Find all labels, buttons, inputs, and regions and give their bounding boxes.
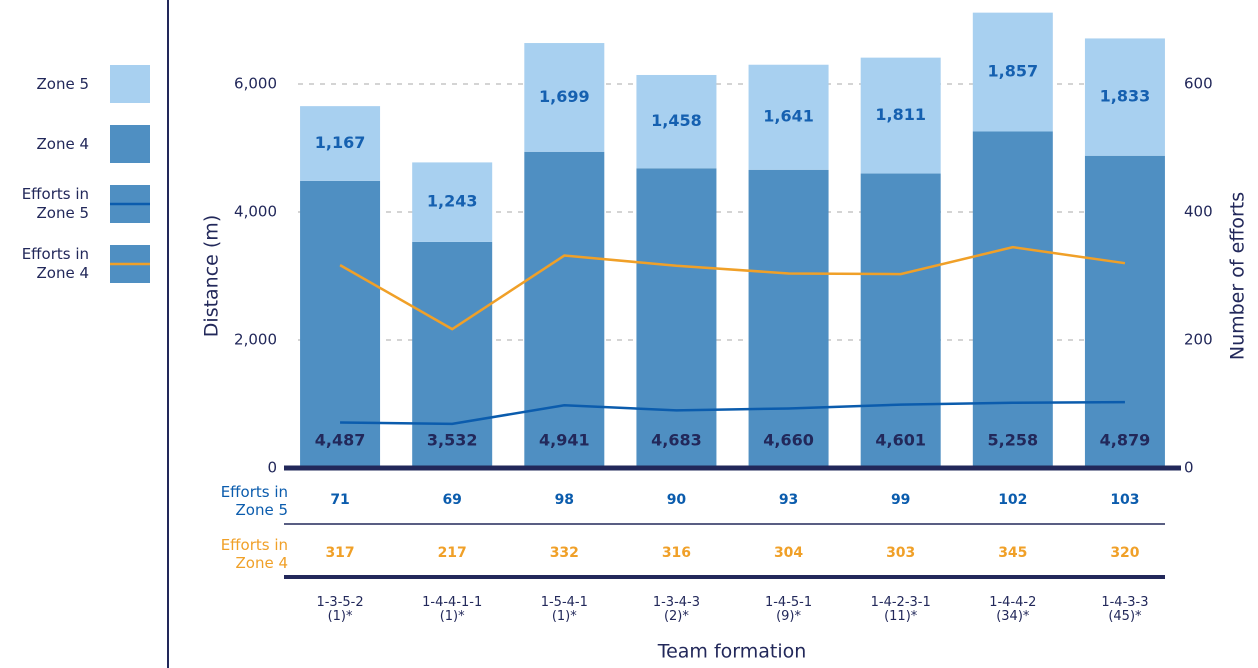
y-tick-label: 6,000	[234, 75, 277, 93]
y2-axis-title: Number of efforts	[1227, 192, 1249, 360]
table-value: 316	[662, 545, 691, 561]
x-tick-label: 1-4-4-2 (34)*	[989, 595, 1037, 624]
bar-segment	[748, 64, 829, 170]
bar-segment	[972, 131, 1053, 468]
table-value: 345	[998, 545, 1027, 561]
x-axis-title: Team formation	[657, 641, 807, 663]
bar-segment	[636, 168, 717, 468]
y-tick-label: 2,000	[234, 331, 277, 349]
y-axis-title: Distance (m)	[201, 215, 223, 337]
data-label: 1,458	[651, 111, 702, 130]
x-tick-label: 1-4-5-1 (9)*	[764, 595, 813, 624]
legend-label: Zone 5	[36, 75, 90, 93]
table-value: 98	[555, 492, 574, 508]
data-label: 1,811	[875, 105, 926, 124]
table-value: 103	[1110, 492, 1139, 508]
data-label: 4,601	[875, 431, 926, 450]
table-value: 303	[886, 545, 915, 561]
data-label: 3,532	[427, 431, 478, 450]
data-label: 1,243	[427, 192, 478, 211]
x-tick-label: 1-4-4-1-1 (1)*	[422, 595, 483, 624]
table-value: 93	[779, 492, 798, 508]
bar-segment	[748, 169, 829, 468]
y-tick-label: 0	[267, 459, 277, 477]
table-value: 99	[891, 492, 910, 508]
table-value: 102	[998, 492, 1027, 508]
data-label: 4,941	[539, 431, 590, 450]
data-label: 1,167	[315, 133, 366, 152]
x-tick-label: 1-4-2-3-1 (11)*	[870, 595, 931, 624]
bar-segment	[1084, 38, 1165, 156]
bar-segment	[860, 57, 941, 174]
bar-segment	[860, 173, 941, 468]
legend-label: Zone 4	[36, 135, 90, 153]
table-value: 332	[550, 545, 579, 561]
legend-label: Efforts in Zone 5	[21, 185, 89, 222]
table-value: 90	[667, 492, 687, 508]
table-value: 71	[330, 492, 349, 508]
table-row-label: Efforts in Zone 5	[220, 483, 288, 519]
data-label: 1,857	[988, 62, 1039, 81]
legend-label: Efforts in Zone 4	[21, 245, 89, 282]
x-tick-label: 1-3-4-3 (2)*	[652, 595, 701, 624]
bar-segment	[524, 151, 605, 468]
data-label: 4,487	[315, 431, 366, 450]
bar-segment	[524, 43, 605, 152]
bar-segment	[412, 241, 493, 468]
table-value: 320	[1110, 545, 1139, 561]
table-value: 317	[325, 545, 354, 561]
data-label: 1,641	[763, 107, 814, 126]
table-value: 69	[442, 492, 461, 508]
bar-segment	[1084, 155, 1165, 468]
y2-tick-label: 200	[1184, 331, 1213, 349]
y2-tick-label: 400	[1184, 203, 1213, 221]
legend-swatch	[110, 125, 150, 163]
table-row-label: Efforts in Zone 4	[220, 536, 288, 572]
bar-segment	[636, 74, 717, 169]
y2-tick-label: 600	[1184, 75, 1213, 93]
x-tick-label: 1-4-3-3 (45)*	[1101, 595, 1149, 624]
bar-segment	[300, 180, 381, 468]
table-value: 304	[774, 545, 803, 561]
y2-tick-label: 0	[1184, 459, 1194, 477]
data-label: 1,699	[539, 87, 590, 106]
data-label: 4,683	[651, 431, 702, 450]
data-label: 1,833	[1100, 87, 1151, 106]
bar-segment	[300, 106, 381, 181]
bar-segment	[972, 12, 1053, 132]
table-value: 217	[438, 545, 467, 561]
data-label: 4,660	[763, 431, 814, 450]
legend-swatch	[110, 65, 150, 103]
data-label: 4,879	[1100, 431, 1151, 450]
bar-segment	[412, 162, 493, 242]
x-tick-label: 1-5-4-1 (1)*	[540, 595, 588, 624]
x-tick-label: 1-3-5-2 (1)*	[316, 595, 364, 624]
line-series	[340, 400, 1125, 426]
y-tick-label: 4,000	[234, 203, 277, 221]
data-label: 5,258	[988, 431, 1039, 450]
line-series	[339, 245, 1126, 331]
